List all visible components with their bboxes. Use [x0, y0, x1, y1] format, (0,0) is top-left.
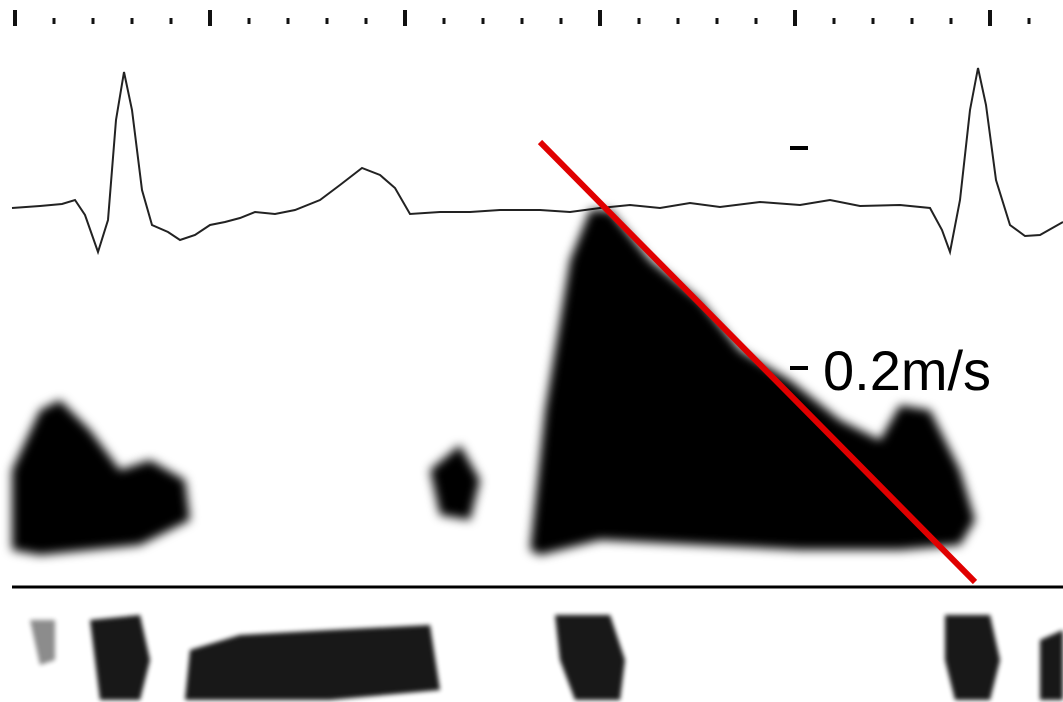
time-ticks: [13, 10, 1031, 26]
deceleration-slope-line: [537, 139, 978, 585]
time-tick: [910, 18, 914, 24]
time-tick: [520, 18, 524, 24]
time-tick: [13, 10, 17, 26]
velocity-label-halo: 0.2m/s: [823, 339, 991, 402]
time-tick: [793, 10, 797, 26]
time-tick: [208, 10, 212, 26]
time-tick: [715, 18, 719, 24]
time-tick: [130, 18, 134, 24]
time-tick: [247, 18, 251, 24]
time-tick: [949, 18, 953, 24]
time-tick: [637, 18, 641, 24]
time-tick: [481, 18, 485, 24]
doppler-reverse-spectrum: [30, 615, 1063, 700]
ecg-trace: [11, 67, 1063, 256]
time-tick: [559, 18, 563, 24]
time-tick: [169, 18, 173, 24]
time-tick: [754, 18, 758, 24]
time-tick: [598, 10, 602, 26]
scale-mark: [790, 366, 808, 370]
time-tick: [988, 10, 992, 26]
velocity-label: 0.2m/s: [823, 339, 991, 402]
time-tick: [91, 18, 95, 24]
time-tick: [871, 18, 875, 24]
time-tick: [325, 18, 329, 24]
time-tick: [442, 18, 446, 24]
time-tick: [364, 18, 368, 24]
time-tick: [1027, 18, 1031, 24]
scale-mark: [790, 146, 808, 150]
time-tick: [832, 18, 836, 24]
time-tick: [676, 18, 680, 24]
time-tick: [403, 10, 407, 26]
time-tick: [286, 18, 290, 24]
time-tick: [52, 18, 56, 24]
